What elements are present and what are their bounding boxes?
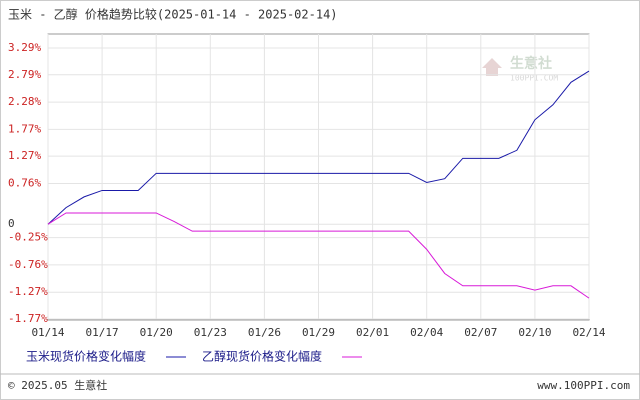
y-tick-label: 0 [8,217,15,230]
y-tick-label: -1.27% [8,285,48,298]
y-tick-label: 3.29% [8,41,41,54]
x-tick-label: 01/23 [194,326,227,339]
y-tick-label: -0.25% [8,231,48,244]
x-tick-label: 02/04 [410,326,443,339]
watermark: 生意社 100PPI.COM [482,55,558,83]
series-line [47,212,590,299]
watermark-name: 生意社 [510,55,552,72]
x-tick-label: 01/17 [86,326,119,339]
watermark-icon [482,58,502,76]
y-tick-label: 1.27% [8,149,41,162]
footer-copyright: © 2025.05 生意社 [8,378,107,392]
y-tick-label: 2.79% [8,68,41,81]
legend-label: 玉米现货价格变化幅度 [26,349,146,364]
legend-label: 乙醇现货价格变化幅度 [202,349,322,364]
y-tick-label: -0.76% [8,258,48,271]
y-tick-label: -1.77% [8,312,48,325]
y-tick-label: 2.28% [8,95,41,108]
x-tick-label: 02/01 [356,326,389,339]
x-tick-label: 02/10 [518,326,551,339]
x-tick-label: 01/20 [140,326,173,339]
x-tick-label: 02/07 [464,326,497,339]
footer-url: www.100PPI.com [537,379,630,392]
chart-title: 玉米 - 乙醇 价格趋势比较(2025-01-14 - 2025-02-14) [8,7,338,22]
x-tick-label: 01/14 [31,326,64,339]
y-tick-label: 1.77% [8,122,41,135]
watermark-site: 100PPI.COM [510,74,558,83]
series-line [47,70,590,225]
x-tick-label: 01/29 [302,326,335,339]
x-tick-label: 02/14 [572,326,605,339]
y-tick-label: 0.76% [8,177,41,190]
x-tick-label: 01/26 [248,326,281,339]
